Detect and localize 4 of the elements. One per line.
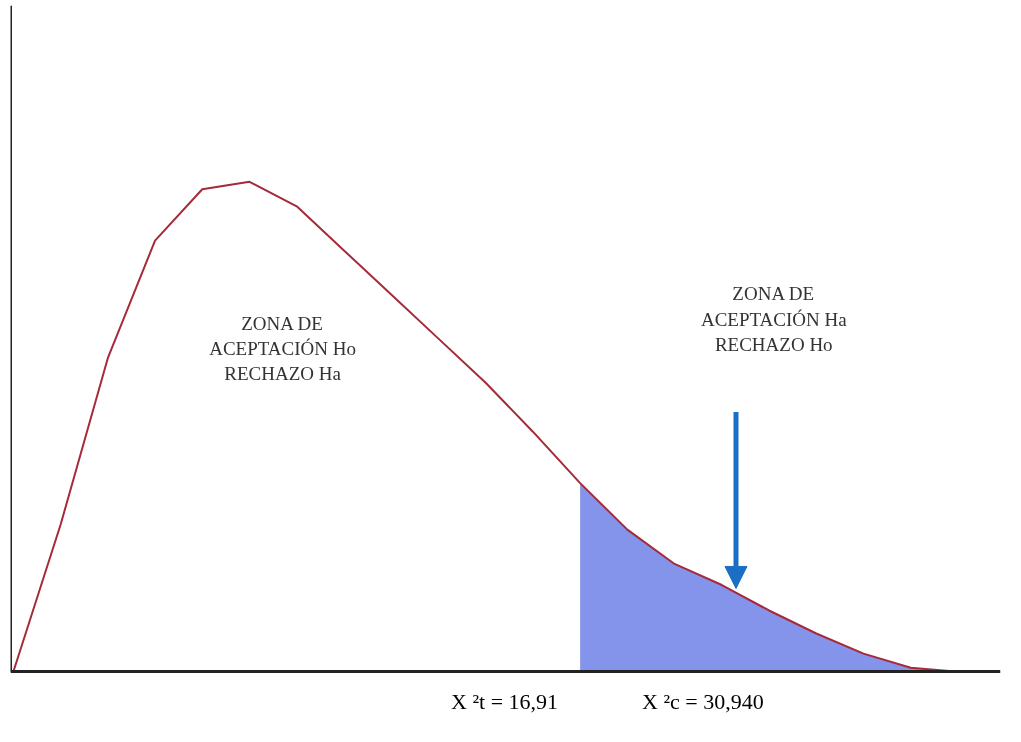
annotation: ZONA DE ACEPTACIÓN Ha RECHAZO Ho [700,283,848,355]
text: X ²t = 16,91 [451,688,559,714]
text: X ²c = 30,940 [642,688,764,714]
annotation: ZONA DE ACEPTACIÓN Ho RECHAZO Ha [209,312,356,385]
